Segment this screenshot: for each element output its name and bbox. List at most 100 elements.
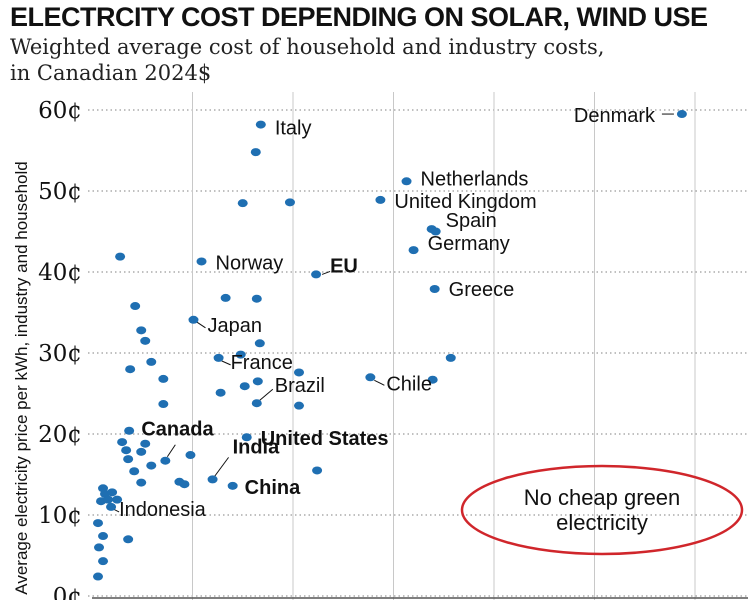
- data-point: [284, 198, 295, 207]
- point-label: Chile: [386, 373, 432, 395]
- data-point: [185, 451, 196, 460]
- label-connector: [221, 360, 231, 366]
- point-label: United Kingdom: [394, 191, 536, 213]
- subtitle-line-2: in Canadian 2024$: [10, 61, 212, 85]
- point-label: Italy: [275, 118, 312, 140]
- data-point: [136, 447, 147, 456]
- data-point: [129, 467, 140, 476]
- data-point: [94, 543, 105, 552]
- annotation-line-2: electricity: [556, 510, 648, 535]
- point-label: Greece: [449, 279, 515, 301]
- data-point: [408, 246, 419, 255]
- data-point: [136, 478, 147, 487]
- data-point: [124, 426, 135, 435]
- data-point: [235, 350, 246, 359]
- annotation-line-1: No cheap green: [524, 485, 681, 510]
- point-label: Norway: [216, 252, 284, 274]
- point-label: Canada: [141, 419, 214, 441]
- data-point: [107, 488, 118, 497]
- data-point: [241, 433, 252, 442]
- data-point: [220, 293, 231, 302]
- label-connector: [196, 321, 206, 329]
- point-label: EU: [330, 255, 358, 277]
- y-tick-label: 30¢: [38, 341, 82, 367]
- data-point: [196, 257, 207, 266]
- y-tick-label: 50¢: [38, 179, 82, 205]
- data-point: [123, 455, 134, 464]
- data-point: [140, 336, 151, 345]
- label-connector: [321, 270, 331, 275]
- data-point: [93, 572, 104, 581]
- data-point: [255, 120, 266, 129]
- chart-title: ELECTRCITY COST DEPENDING ON SOLAR, WIND…: [10, 2, 708, 32]
- data-point: [375, 195, 386, 204]
- data-point: [312, 466, 323, 475]
- data-point: [125, 365, 136, 374]
- data-point: [93, 519, 104, 528]
- data-point: [429, 285, 440, 294]
- y-tick-label: 0¢: [53, 584, 82, 600]
- data-point: [215, 388, 226, 397]
- data-point: [427, 375, 438, 384]
- data-point: [121, 446, 132, 455]
- point-label: China: [245, 477, 301, 499]
- data-point: [239, 382, 250, 391]
- data-point: [188, 315, 199, 324]
- data-point: [430, 227, 441, 236]
- data-point: [103, 495, 114, 504]
- y-axis-ticks: 0¢ 10¢ 20¢ 30¢ 40¢ 50¢ 60¢: [38, 98, 82, 600]
- y-axis-label: Average electricity price per kWh, indus…: [12, 161, 31, 594]
- point-label: Denmark: [574, 105, 656, 127]
- data-point: [136, 326, 147, 335]
- label-connector: [214, 457, 229, 477]
- y-tick-label: 60¢: [38, 98, 82, 124]
- data-point: [98, 557, 109, 566]
- label-connector: [259, 388, 274, 401]
- data-point: [294, 401, 305, 410]
- label-connector: [374, 379, 385, 386]
- data-point: [401, 177, 412, 186]
- point-label: Spain: [446, 210, 497, 232]
- data-point: [213, 353, 224, 362]
- data-point: [158, 374, 169, 383]
- data-point: [140, 439, 151, 448]
- gridlines: [88, 92, 748, 600]
- data-point: [237, 199, 248, 208]
- y-tick-label: 10¢: [38, 503, 82, 529]
- data-point: [117, 438, 128, 447]
- point-label: Japan: [207, 315, 261, 337]
- data-point: [227, 481, 238, 490]
- data-point: [146, 461, 157, 470]
- data-point: [445, 353, 456, 362]
- data-points: [93, 110, 687, 581]
- data-point: [130, 302, 141, 311]
- data-point: [676, 110, 687, 119]
- data-point: [251, 294, 262, 303]
- point-label: India: [233, 436, 281, 458]
- data-point: [254, 339, 265, 348]
- point-label: Indonesia: [119, 499, 207, 521]
- point-label: United States: [261, 428, 389, 450]
- y-tick-label: 20¢: [38, 422, 82, 448]
- point-label: Brazil: [275, 375, 325, 397]
- chart-subtitle: Weighted average cost of household and i…: [10, 34, 740, 86]
- data-point: [106, 502, 117, 511]
- label-connector: [166, 444, 176, 458]
- subtitle-line-1: Weighted average cost of household and i…: [10, 35, 605, 59]
- data-point: [158, 400, 169, 409]
- data-point: [160, 456, 171, 465]
- data-point: [251, 399, 262, 408]
- data-point: [250, 148, 261, 157]
- data-point: [112, 495, 123, 504]
- point-label: Netherlands: [421, 168, 529, 190]
- data-point: [252, 377, 263, 386]
- data-point: [123, 535, 134, 544]
- y-tick-label: 40¢: [38, 260, 82, 286]
- data-point: [207, 475, 218, 484]
- point-label: Germany: [428, 233, 510, 255]
- data-point: [98, 532, 109, 541]
- label-connectors: [112, 113, 674, 513]
- annotation-ellipse: [460, 464, 744, 556]
